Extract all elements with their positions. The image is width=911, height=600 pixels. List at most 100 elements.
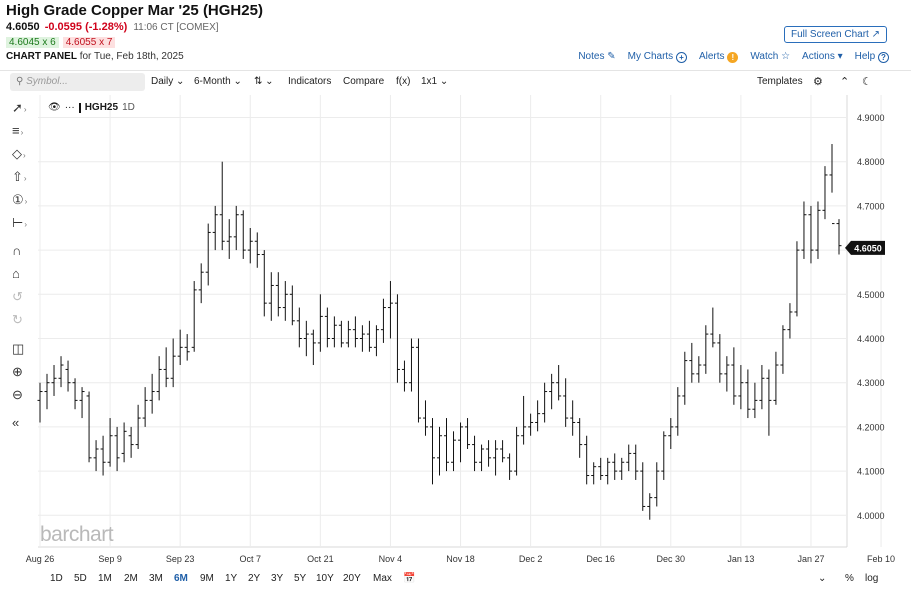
magnet-icon[interactable]: ∩ (12, 243, 22, 258)
help-icon: ? (878, 52, 889, 63)
ohlc-bar (822, 166, 828, 220)
ohlc-bar (163, 347, 169, 388)
ohlc-bar (731, 347, 737, 405)
collapse-up-icon[interactable]: ⌃ (840, 76, 850, 88)
range-3m[interactable]: 3M (149, 573, 163, 584)
log-toggle[interactable]: log (865, 573, 879, 584)
ohlc-bar (717, 334, 723, 383)
ohlc-bar (556, 365, 562, 401)
alerts-link[interactable]: Alerts ! (699, 51, 739, 63)
ohlc-bar (324, 307, 330, 348)
x-tick-label: Dec 30 (657, 554, 686, 564)
ohlc-bar (661, 431, 667, 480)
ohlc-bar (752, 382, 758, 419)
ohlc-bar (584, 435, 590, 485)
interval-select[interactable]: Daily ⌄ (151, 76, 184, 87)
expand-down-icon[interactable]: ⌄ (818, 573, 827, 584)
ohlc-bar (514, 426, 520, 476)
eye-icon[interactable]: 👁 (48, 102, 61, 113)
range-6m[interactable]: 6M (174, 573, 188, 584)
ohlc-bar (780, 325, 786, 374)
my-charts-link[interactable]: My Charts + (628, 51, 687, 63)
bar-type-select[interactable]: ⇅ ⌄ (254, 76, 274, 87)
ohlc-bar (605, 457, 611, 485)
annotation-tool-icon[interactable]: ①› (12, 192, 28, 207)
undo-icon[interactable]: ↺ (12, 289, 23, 304)
dark-mode-moon-icon[interactable]: ☾ (862, 76, 872, 88)
ohlc-bar (317, 294, 323, 352)
chevron-down-icon: ⌄ (176, 76, 185, 87)
ohlc-bar (261, 250, 267, 317)
ohlc-bar (387, 281, 393, 339)
range-1y[interactable]: 1Y (225, 573, 238, 584)
measure-tool-icon[interactable]: ⊢› (12, 215, 27, 230)
range-1m[interactable]: 1M (98, 573, 112, 584)
redo-icon[interactable]: ↻ (12, 312, 23, 327)
ohlc-bar (451, 431, 457, 472)
ohlc-bar (37, 382, 43, 423)
range-1d[interactable]: 1D (50, 573, 63, 584)
ohlc-bar (759, 365, 765, 410)
range-3y[interactable]: 3Y (271, 573, 284, 584)
compare-button[interactable]: Compare (343, 76, 385, 87)
ohlc-bar (296, 307, 302, 348)
range-2m[interactable]: 2M (124, 573, 138, 584)
ohlc-bar (801, 201, 807, 259)
ohlc-bar (766, 369, 772, 436)
ohlc-bar (191, 281, 197, 352)
zoom-in-icon[interactable]: ⊕ (12, 364, 23, 379)
range-2y[interactable]: 2Y (248, 573, 261, 584)
full-screen-chart-button[interactable]: Full Screen Chart ↗ (784, 26, 887, 43)
ohlc-bar (268, 272, 274, 321)
series-color-swatch (78, 102, 81, 113)
zoom-out-icon[interactable]: ⊖ (12, 387, 23, 402)
percent-toggle[interactable]: % (845, 573, 854, 584)
ohlc-bar (773, 351, 779, 405)
symbol-search-input[interactable]: ⚲ Symbol... (10, 73, 145, 91)
calendar-icon[interactable]: 📅 (403, 573, 416, 584)
panel-date: for Tue, Feb 18th, 2025 (79, 51, 184, 62)
help-link[interactable]: Help ? (855, 51, 889, 63)
ohlc-bar (836, 219, 842, 255)
actions-menu[interactable]: Actions ▾ (802, 51, 843, 63)
range-10y[interactable]: 10Y (316, 573, 334, 584)
notes-link[interactable]: Notes ✎ (578, 51, 615, 63)
y-tick-label: 4.7000 (857, 201, 885, 211)
range-9m[interactable]: 9M (200, 573, 214, 584)
range-select[interactable]: 6-Month ⌄ (194, 76, 242, 87)
ohlc-bar (507, 453, 513, 480)
watch-link[interactable]: Watch ☆ (750, 51, 790, 63)
price-chart[interactable]: 4.0000 4.1000 4.2000 4.3000 4.4000 4.5000 4.60… (0, 92, 911, 570)
collapse-sidebar-icon[interactable]: « (12, 415, 20, 430)
ohlc-bar (493, 440, 499, 476)
ohlc-bar (563, 378, 569, 427)
templates-button[interactable]: Templates (757, 76, 803, 87)
ohlc-bar (500, 440, 506, 463)
indicators-button[interactable]: Indicators (288, 76, 332, 87)
range-5y[interactable]: 5Y (294, 573, 307, 584)
range-max[interactable]: Max (373, 573, 392, 584)
full-screen-label: Full Screen Chart (791, 29, 869, 40)
x-tick-label: Jan 13 (727, 554, 754, 564)
arrow-up-tool-icon[interactable]: ⇧› (12, 169, 27, 184)
shape-tool-icon[interactable]: ◇› (12, 146, 26, 161)
ohlc-bar (415, 338, 421, 423)
range-20y[interactable]: 20Y (343, 573, 361, 584)
trash-icon[interactable]: ◫ (12, 341, 25, 356)
layout-select[interactable]: 1x1 ⌄ (421, 76, 448, 87)
x-tick-label: Nov 18 (446, 554, 475, 564)
more-dots-icon[interactable]: ··· (64, 102, 75, 113)
range-5d[interactable]: 5D (74, 573, 87, 584)
unlock-icon[interactable]: ⌂ (12, 266, 20, 281)
bid-ask: 4.6045 x 6 4.6055 x 7 (6, 37, 116, 48)
trendline-tool-icon[interactable]: ➚› (12, 100, 27, 115)
settings-gear-icon[interactable]: ⚙ (813, 76, 823, 88)
search-placeholder: Symbol... (26, 76, 68, 87)
x-tick-label: Aug 26 (26, 554, 55, 564)
price-axis: 4.0000 4.1000 4.2000 4.3000 4.4000 4.5000 4.60… (857, 113, 885, 521)
fx-button[interactable]: f(x) (396, 76, 411, 87)
ohlc-bar (401, 360, 407, 392)
ohlc-bar (366, 320, 372, 352)
ohlc-bar (380, 298, 386, 343)
fibonacci-tool-icon[interactable]: ≡› (12, 123, 24, 138)
